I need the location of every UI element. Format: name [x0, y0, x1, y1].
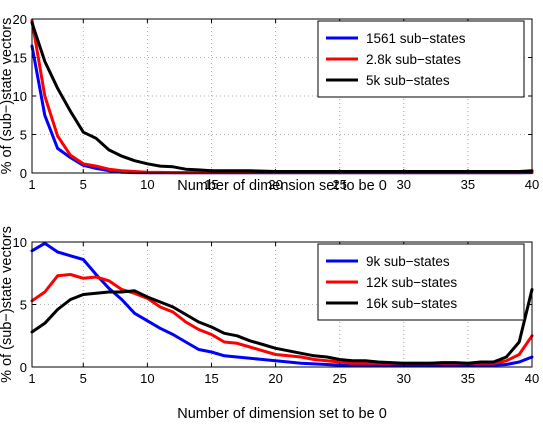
x-tick-label: 40 — [525, 371, 539, 386]
x-tick-label: 30 — [397, 371, 411, 386]
x-tick-label: 25 — [332, 371, 346, 386]
x-tick-label: 30 — [397, 177, 411, 192]
x-tick-label: 15 — [204, 371, 218, 386]
y-tick-label: 15 — [13, 51, 27, 66]
y-tick-label: 10 — [13, 235, 27, 250]
legend-label-2: 2.8k sub−states — [366, 52, 461, 67]
series-line-1 — [30, 241, 534, 368]
legend-label-2: 12k sub−states — [366, 275, 457, 290]
series-line-3 — [30, 21, 534, 173]
legend-label-1: 1561 sub−states — [366, 31, 466, 46]
x-tick-label: 1 — [28, 371, 35, 386]
x-tick-label: 1 — [28, 177, 35, 192]
x-tick-label: 35 — [461, 371, 475, 386]
legend-label-3: 5k sub−states — [366, 73, 450, 88]
legend-label-3: 16k sub−states — [366, 296, 457, 311]
x-axis-label: Number of dimension set to be 0 — [177, 178, 387, 194]
y-tick-label: 0 — [20, 166, 27, 181]
legend: 1561 sub−states 2.8k sub−states 5k sub−sta… — [317, 20, 525, 98]
x-tick-label: 10 — [140, 371, 154, 386]
series-line-3 — [30, 288, 534, 365]
y-axis-label: % of (sub−)state vectors — [0, 226, 15, 383]
x-tick-label: 40 — [525, 177, 539, 192]
y-tick-label: 10 — [13, 89, 27, 104]
x-axis-label: Number of dimension set to be 0 — [177, 406, 387, 422]
x-tick-label: 35 — [461, 177, 475, 192]
x-tick-label: 20 — [268, 177, 282, 192]
y-tick-label: 0 — [20, 360, 27, 375]
x-tick-label: 25 — [332, 177, 346, 192]
legend-label-1: 9k sub−states — [366, 254, 450, 269]
x-tick-label: 10 — [140, 177, 154, 192]
y-tick-label: 20 — [13, 12, 27, 27]
y-tick-label: 5 — [20, 128, 27, 143]
x-tick-label: 5 — [80, 177, 87, 192]
y-axis-label: % of (sub−)state vectors — [0, 18, 15, 175]
x-tick-label: 15 — [204, 177, 218, 192]
y-tick-label: 5 — [20, 298, 27, 313]
legend: 9k sub−states 12k sub−states 16k sub−state… — [317, 243, 525, 321]
x-tick-label: 20 — [268, 371, 282, 386]
x-tick-label: 5 — [80, 371, 87, 386]
